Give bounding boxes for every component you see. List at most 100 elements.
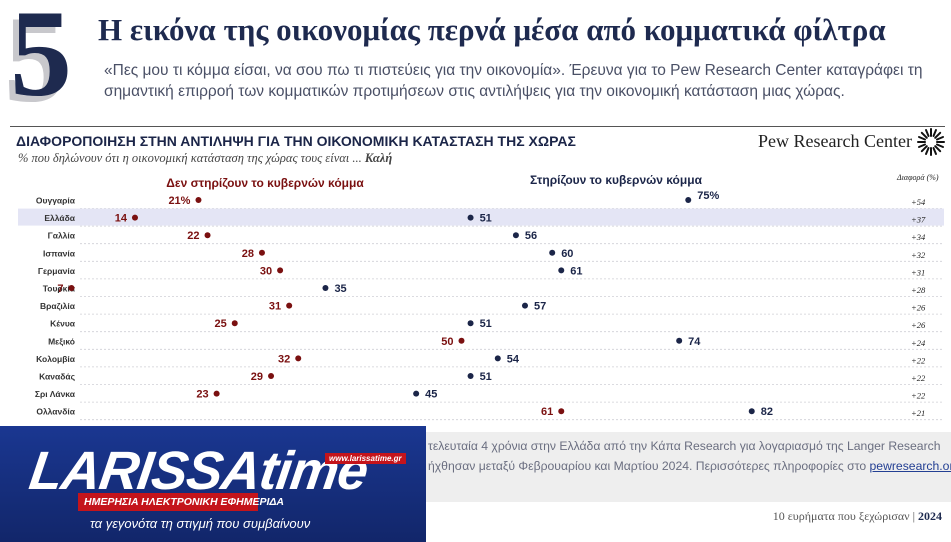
difference-value: +22: [911, 373, 926, 383]
footnote-line-1: τελευταία 4 χρόνια στην Ελλάδα από την Κ…: [428, 439, 941, 453]
country-label: Ουγγαρία: [36, 196, 76, 206]
country-label: Καναδάς: [39, 372, 76, 382]
difference-value: +24: [911, 338, 926, 348]
value-label-supporters: 75%: [697, 190, 719, 202]
value-label-supporters: 51: [480, 213, 492, 225]
difference-value: +31: [911, 267, 925, 277]
series-label-supporters: Στηρίζουν το κυβερνών κόμμα: [530, 173, 703, 187]
difference-value: +34: [911, 232, 926, 242]
country-label: Ισπανία: [43, 248, 76, 258]
dot-supporters: [748, 408, 755, 415]
country-label: Ολλανδία: [36, 407, 75, 417]
dot-non-supporters: [295, 355, 302, 362]
country-label: Σρι Λάνκα: [35, 389, 76, 399]
chart-subtitle-text: % που δηλώνουν ότι η οικονομική κατάστασ…: [18, 151, 362, 165]
dot-supporters: [685, 197, 692, 203]
country-label: Τουρκία: [43, 284, 76, 294]
dot-supporters: [467, 320, 474, 327]
dot-non-supporters: [204, 232, 211, 239]
value-label-supporters: 51: [480, 371, 492, 383]
dot-supporters: [467, 373, 474, 379]
value-label-non-supporters: 29: [251, 371, 263, 383]
value-label-non-supporters: 7: [57, 283, 63, 295]
publisher-tagline: ΗΜΕΡΗΣΙΑ ΗΛΕΚΤΡΟΝΙΚΗ ΕΦΗΜΕΡΙΔΑ: [84, 496, 285, 508]
dot-supporters: [467, 214, 474, 221]
country-label: Κένυα: [50, 319, 76, 329]
divider: [10, 126, 945, 127]
series-year: 2024: [918, 509, 942, 523]
difference-value: +54: [911, 197, 926, 207]
footnote-text: τελευταία 4 χρόνια στην Ελλάδα από την Κ…: [428, 436, 951, 476]
dot-non-supporters: [131, 214, 138, 221]
publisher-slogan: τα γεγονότα τη στιγμή που συμβαίνουν: [90, 516, 311, 531]
dot-supporters: [558, 267, 565, 274]
dot-supporters: [549, 249, 556, 256]
publisher-tagline-strip: [78, 493, 258, 511]
value-label-supporters: 54: [507, 353, 520, 365]
value-label-non-supporters: 23: [196, 389, 208, 401]
series-label: 10 ευρήματα που ξεχώρισαν |: [772, 509, 915, 523]
publisher-logo-panel[interactable]: [0, 426, 426, 542]
dot-non-supporters: [213, 390, 220, 397]
difference-value: +28: [911, 285, 926, 295]
country-label: Γαλλία: [48, 231, 76, 241]
dot-non-supporters: [558, 408, 565, 415]
value-label-non-supporters: 32: [278, 353, 290, 365]
chart-subtitle-emphasis: Καλή: [364, 151, 393, 165]
dot-plot: Δεν στηρίζουν το κυβερνών κόμμα Στηρίζουν…: [18, 173, 944, 421]
footnote-line-2-text: ήχθησαν μεταξύ Φεβρουαρίου και Μαρτίου 2…: [428, 459, 867, 473]
value-label-non-supporters: 31: [269, 301, 281, 313]
headline: Η εικόνα της οικονομίας περνά μέσα από κ…: [98, 12, 886, 47]
dot-non-supporters: [68, 285, 75, 291]
value-label-supporters: 56: [525, 230, 537, 242]
highlight-row: [18, 208, 944, 226]
value-label-supporters: 57: [534, 301, 546, 313]
country-label: Κολομβία: [36, 354, 76, 364]
difference-value: +26: [911, 320, 926, 330]
value-label-supporters: 35: [334, 283, 346, 295]
difference-value: +22: [911, 355, 926, 365]
value-label-supporters: 82: [761, 406, 773, 418]
value-label-non-supporters: 22: [187, 230, 199, 242]
dot-non-supporters: [195, 197, 202, 203]
country-label: Μεξικό: [48, 336, 75, 346]
dot-supporters: [413, 390, 420, 397]
pew-sunburst-icon: [917, 128, 945, 156]
series-footer: 10 ευρήματα που ξεχώρισαν | 2024: [773, 509, 942, 524]
dot-non-supporters: [231, 320, 238, 327]
difference-value: +37: [911, 215, 926, 225]
difference-value: +21: [911, 408, 925, 418]
chart-subtitle: % που δηλώνουν ότι η οικονομική κατάστασ…: [18, 151, 392, 166]
source-link[interactable]: pewresearch.org: [869, 459, 951, 473]
value-label-supporters: 61: [570, 265, 582, 277]
difference-value: +32: [911, 250, 926, 260]
dot-supporters: [322, 285, 329, 291]
dot-supporters: [676, 337, 683, 344]
value-label-non-supporters: 50: [441, 336, 453, 348]
value-label-supporters: 51: [480, 318, 492, 330]
country-label: Γερμανία: [38, 266, 76, 276]
footnote-line-2: ήχθησαν μεταξύ Φεβρουαρίου και Μαρτίου 2…: [428, 456, 951, 476]
value-label-non-supporters: 25: [215, 318, 227, 330]
difference-header: Διαφορά (%): [897, 173, 939, 182]
lead-paragraph: «Πες μου τι κόμμα είσαι, να σου πω τι πι…: [104, 62, 923, 100]
difference-value: +26: [911, 303, 926, 313]
chart-title: ΔΙΑΦΟΡΟΠΟΙΗΣΗ ΣΤΗΝ ΑΝΤΙΛΗΨΗ ΓΙΑ ΤΗΝ ΟΙΚΟ…: [16, 133, 576, 149]
value-label-non-supporters: 28: [242, 248, 254, 260]
country-label: Ελλάδα: [44, 213, 75, 223]
feature-number: 5: [10, 0, 72, 122]
value-label-non-supporters: 61: [541, 406, 553, 418]
value-label-non-supporters: 14: [115, 213, 128, 225]
dot-non-supporters: [258, 249, 265, 256]
value-label-non-supporters: 30: [260, 265, 272, 277]
value-label-supporters: 45: [425, 389, 437, 401]
dot-supporters: [512, 232, 519, 239]
dot-non-supporters: [458, 337, 465, 344]
value-label-non-supporters: 21%: [168, 195, 190, 207]
source-brand: Pew Research Center: [758, 131, 912, 151]
dot-supporters: [521, 302, 528, 309]
country-label: Βραζιλία: [40, 301, 76, 311]
dot-non-supporters: [268, 373, 275, 379]
publisher-url: www.larissatime.gr: [325, 453, 406, 464]
series-label-non-supporters: Δεν στηρίζουν το κυβερνών κόμμα: [166, 176, 364, 190]
